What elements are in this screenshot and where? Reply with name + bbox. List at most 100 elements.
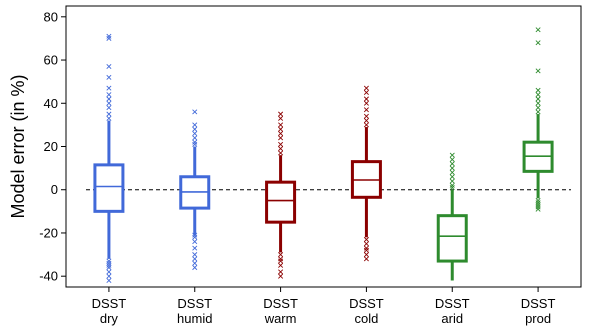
outlier-point: [278, 126, 284, 132]
outlier-point: [106, 265, 112, 271]
x-category-label-line2: cold: [354, 311, 378, 326]
outlier-point: [278, 269, 284, 275]
x-category-label-line1: DSST: [349, 296, 384, 311]
outlier-point: [106, 85, 112, 91]
outlier-point: [363, 252, 369, 258]
outlier-point: [449, 165, 455, 171]
outlier-point: [363, 236, 369, 242]
outlier-point: [106, 96, 112, 102]
outlier-point: [278, 258, 284, 264]
outlier-point: [449, 161, 455, 167]
outlier-point: [535, 68, 541, 74]
outlier-point: [363, 122, 369, 128]
x-category-label-line1: DSST: [177, 296, 212, 311]
outlier-point: [535, 206, 541, 212]
outlier-point: [449, 182, 455, 188]
outlier-point: [535, 198, 541, 204]
x-category-label-line1: DSST: [263, 296, 298, 311]
x-category-label-line2: prod: [525, 311, 551, 326]
outlier-point: [535, 92, 541, 98]
outlier-point: [278, 256, 284, 262]
outlier-point: [535, 200, 541, 206]
outlier-point: [192, 122, 198, 128]
outlier-point: [363, 245, 369, 251]
outlier-point: [106, 260, 112, 266]
outlier-point: [278, 115, 284, 121]
outlier-point: [449, 152, 455, 158]
outlier-point: [106, 35, 112, 41]
outlier-point: [535, 109, 541, 115]
x-category-label-line1: DSST: [92, 296, 127, 311]
y-tick-label: 80: [44, 9, 58, 24]
x-category-label-line2: humid: [177, 311, 212, 326]
outlier-point: [192, 252, 198, 258]
outlier-point: [278, 111, 284, 117]
box-iqr: [436, 214, 468, 263]
outlier-point: [535, 27, 541, 33]
outlier-point: [363, 107, 369, 113]
outlier-point: [106, 92, 112, 98]
outlier-point: [535, 204, 541, 210]
outlier-point: [106, 262, 112, 268]
outlier-point: [449, 169, 455, 175]
y-axis-title: Model error (in %): [8, 74, 28, 218]
outlier-point: [535, 40, 541, 46]
box-iqr: [265, 180, 297, 224]
outlier-point: [106, 64, 112, 70]
y-tick-label: 20: [44, 139, 58, 154]
outlier-point: [106, 74, 112, 80]
outlier-point: [535, 96, 541, 102]
outlier-point: [192, 141, 198, 147]
outlier-point: [449, 178, 455, 184]
outlier-point: [535, 100, 541, 106]
x-category-label-line2: arid: [441, 311, 463, 326]
outlier-point: [363, 96, 369, 102]
y-tick-label: 60: [44, 53, 58, 68]
outlier-point: [278, 122, 284, 128]
outlier-point: [278, 262, 284, 268]
y-tick-label: 0: [51, 182, 58, 197]
outlier-point: [449, 185, 455, 191]
outlier-point: [363, 113, 369, 119]
outlier-point: [363, 256, 369, 262]
outlier-point: [106, 269, 112, 275]
x-category-label-line2: warm: [264, 311, 297, 326]
outlier-point: [278, 150, 284, 156]
outlier-point: [106, 277, 112, 284]
box-iqr: [93, 163, 125, 213]
outlier-point: [106, 33, 112, 39]
outlier-point: [535, 202, 541, 208]
outlier-point: [106, 111, 112, 117]
outlier-point: [363, 241, 369, 247]
outlier-point: [106, 105, 112, 111]
outlier-point: [106, 115, 112, 121]
y-tick-label: -40: [39, 269, 58, 284]
outlier-point: [192, 126, 198, 132]
outlier-point: [449, 174, 455, 180]
y-tick-label: 40: [44, 96, 58, 111]
outlier-point: [192, 139, 198, 145]
outlier-point: [106, 258, 112, 264]
outlier-point: [278, 141, 284, 147]
outlier-point: [192, 135, 198, 141]
outlier-point: [192, 109, 198, 115]
x-category-label-line1: DSST: [435, 296, 470, 311]
outlier-point: [278, 131, 284, 137]
outlier-point: [278, 252, 284, 258]
outlier-point: [192, 265, 198, 271]
outlier-point: [106, 100, 112, 106]
outlier-point: [449, 156, 455, 162]
outlier-point: [278, 146, 284, 152]
x-category-label-line2: dry: [100, 311, 119, 326]
outlier-point: [363, 118, 369, 124]
outlier-point: [363, 100, 369, 106]
outlier-point: [192, 256, 198, 262]
x-category-label-line1: DSST: [521, 296, 556, 311]
outlier-point: [278, 135, 284, 141]
outlier-point: [363, 247, 369, 253]
outlier-point: [192, 234, 198, 240]
outlier-point: [106, 273, 112, 279]
outlier-point: [192, 245, 198, 251]
